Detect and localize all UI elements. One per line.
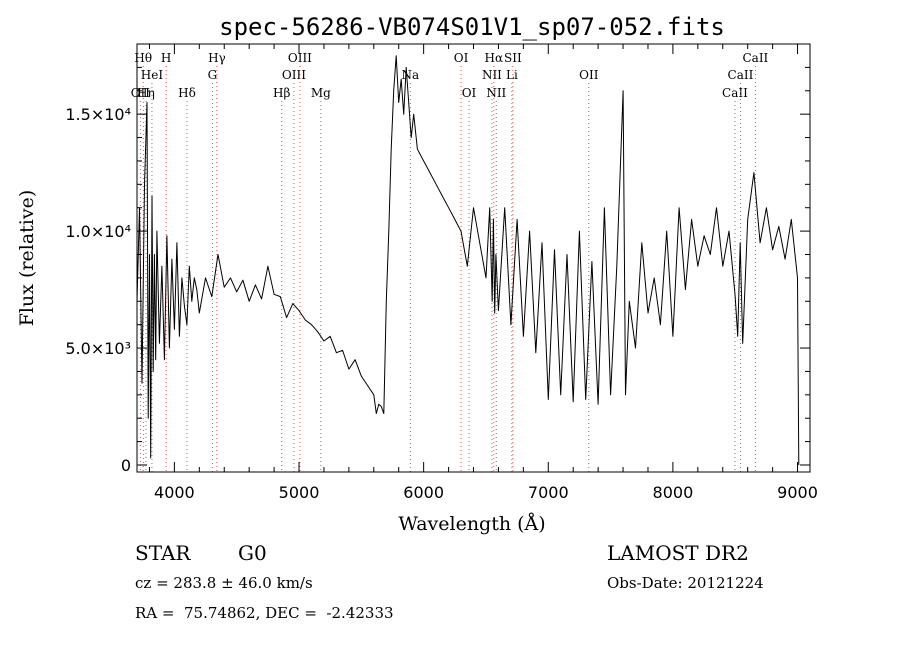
line-label-7: Hγ [208, 51, 226, 65]
chart-title: spec-56286-VB074S01V1_sp07-052.fits [219, 13, 725, 41]
line-label-5: Hδ [178, 86, 196, 100]
x-tick-label-0: 4000 [154, 483, 195, 502]
line-label-18: SII [504, 51, 522, 65]
y-tick-label-0: 0 [121, 456, 131, 475]
line-label-8: Hβ [273, 86, 290, 100]
line-label-0: OII [131, 86, 151, 100]
line-label-10: OIII [288, 51, 312, 65]
redshift-line: cz = 283.8 ± 46.0 km/s [135, 574, 313, 592]
plot-frame [136, 43, 811, 473]
line-label-16: Hα [485, 51, 504, 65]
axis-ticks: 4000 5000 6000 7000 8000 9000 0 5.0×10³ 1.0×10⁴ 1… [65, 44, 818, 502]
line-label-17: NII [486, 86, 506, 100]
line-label-11: Mg [311, 86, 331, 100]
series-layer [136, 55, 800, 466]
line-label-20: OII [579, 68, 599, 82]
line-label-3: HeI [141, 68, 164, 82]
y-tick-label-1: 5.0×10³ [65, 339, 131, 358]
y-tick-label-2: 1.0×10⁴ [65, 222, 131, 241]
x-axis-label: Wavelength (Å) [398, 513, 545, 535]
survey-name: LAMOST DR2 [607, 541, 749, 565]
line-label-14: OI [462, 86, 477, 100]
x-tick-label-2: 6000 [403, 483, 444, 502]
x-tick-label-5: 9000 [777, 483, 818, 502]
line-label-23: CaII [742, 51, 768, 65]
x-tick-label-4: 8000 [653, 483, 694, 502]
line-label-13: OI [454, 51, 469, 65]
spectrum-series-0 [136, 55, 800, 466]
line-label-22: CaII [728, 68, 754, 82]
line-label-12: Na [401, 68, 419, 82]
y-axis-label: Flux (relative) [16, 190, 38, 327]
coordinates-line: RA = 75.74862, DEC = -2.42333 [135, 604, 394, 622]
line-label-15: NII [482, 68, 502, 82]
object-class: STAR [135, 541, 191, 565]
spectral-line-markers: OII Hθ Hη HeI H Hδ G Hγ Hβ OIII OIII Mg Na OI OI NII Hα N… [131, 51, 769, 472]
line-label-9: OIII [282, 68, 306, 82]
x-tick-label-3: 7000 [528, 483, 569, 502]
line-label-21: CaII [722, 86, 748, 100]
line-label-4: H [161, 51, 171, 65]
line-label-1: Hθ [134, 51, 152, 65]
subclass: G0 [238, 541, 267, 565]
obs-date-line: Obs-Date: 20121224 [607, 574, 764, 592]
x-tick-label-1: 5000 [279, 483, 320, 502]
line-label-19: Li [506, 68, 518, 82]
line-label-6: G [208, 68, 218, 82]
y-tick-label-3: 1.5×10⁴ [65, 105, 131, 124]
line-label-2: Hη [137, 86, 155, 100]
